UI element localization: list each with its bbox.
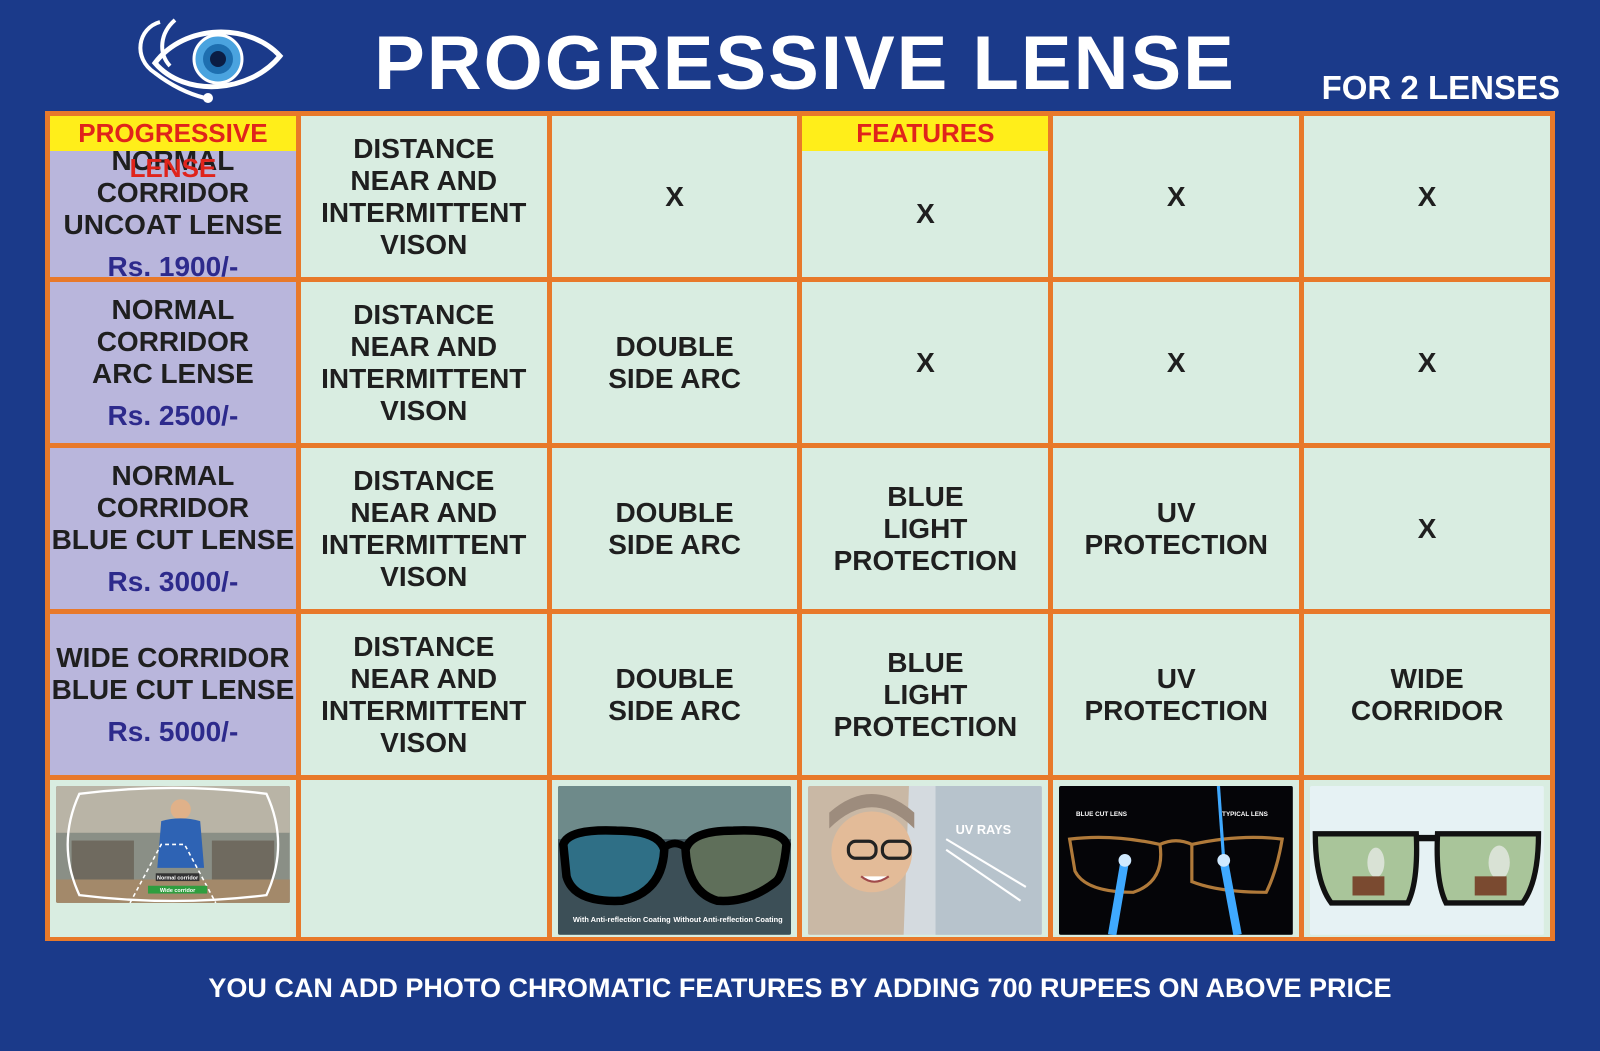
lens-name: NORMAL CORRIDOR BLUE CUT LENSE (51, 459, 295, 555)
lens-comparison-table: PROGRESSIVE LENSE NORMAL CORRIDOR UNCOAT… (45, 111, 1555, 941)
uv-text: UV PROTECTION (1084, 662, 1269, 726)
eye-stethoscope-logo-icon (138, 18, 284, 103)
arc-text: DOUBLE SIDE ARC (608, 330, 741, 394)
lens-price: Rs. 2500/- (107, 399, 239, 431)
wide-corridor-photo-cell (1304, 780, 1550, 937)
uv-rays-woman-photo: UV RAYS (808, 786, 1043, 935)
typical-lens-label: TYPICAL LENS (1222, 811, 1268, 818)
uv-text: UV PROTECTION (1084, 496, 1269, 560)
wide-corridor-glasses-photo (1310, 786, 1544, 935)
arc-cell: DOUBLE SIDE ARC (551, 448, 798, 609)
uv-cell: UV PROTECTION (1053, 614, 1300, 775)
footer-note: YOU CAN ADD PHOTO CHROMATIC FEATURES BY … (208, 973, 1392, 1003)
blue-light-cell: BLUE LIGHT PROTECTION (802, 614, 1049, 775)
corridor-photo-cell: Normal corridor Wide corridor (50, 780, 296, 937)
empty-image-cell (300, 780, 547, 937)
arc-text: X (665, 180, 684, 212)
woman-corridor-photo: Normal corridor Wide corridor (56, 786, 290, 903)
corridor-label-normal: Normal corridor (157, 876, 199, 882)
page-subtitle: FOR 2 LENSES (1321, 69, 1560, 106)
vision-text: DISTANCE NEAR AND INTERMITTENT VISON (321, 298, 527, 426)
uv-text: X (1166, 346, 1186, 378)
blue-light-text: BLUE LIGHT PROTECTION (833, 480, 1018, 576)
vision-text: DISTANCE NEAR AND INTERMITTENT VISON (321, 464, 527, 592)
arc-label-with: With Anti-reflection Coating (573, 915, 671, 924)
arc-text: DOUBLE SIDE ARC (608, 496, 741, 560)
vision-cell: DISTANCE NEAR AND INTERMITTENT VISON (300, 614, 547, 775)
vision-text: DISTANCE NEAR AND INTERMITTENT VISON (321, 132, 527, 260)
features-tag: FEATURES (802, 116, 1049, 151)
blue-cut-label: BLUE CUT LENS (1076, 811, 1127, 818)
corridor-cell: X (1304, 282, 1550, 443)
vision-text: DISTANCE NEAR AND INTERMITTENT VISON (321, 630, 527, 758)
blue-light-text: BLUE LIGHT PROTECTION (833, 646, 1018, 742)
corridor-text: X (1417, 512, 1437, 544)
corridor-label-wide: Wide corridor (160, 888, 196, 894)
lens-name: NORMAL CORRIDOR ARC LENSE (92, 293, 254, 389)
table-row-1-name-cell: PROGRESSIVE LENSE NORMAL CORRIDOR UNCOAT… (50, 116, 296, 277)
vision-cell: DISTANCE NEAR AND INTERMITTENT VISON (300, 282, 547, 443)
lens-name: WIDE CORRIDOR BLUE CUT LENSE (51, 641, 295, 705)
blue-light-text: X (916, 198, 935, 229)
table-row-3-name-cell: NORMAL CORRIDOR BLUE CUT LENSE Rs. 3000/… (50, 448, 296, 609)
uv-photo-cell: UV RAYS (802, 780, 1049, 937)
corridor-cell: X (1304, 448, 1550, 609)
blue-light-text: X (916, 346, 935, 378)
blue-cut-photo-cell: BLUE CUT LENS TYPICAL LENS (1053, 780, 1300, 937)
arc-label-without: Without Anti-reflection Coating (673, 915, 783, 924)
vision-cell: DISTANCE NEAR AND INTERMITTENT VISON (300, 116, 547, 277)
vision-cell: DISTANCE NEAR AND INTERMITTENT VISON (300, 448, 547, 609)
progressive-lense-tag: PROGRESSIVE LENSE (50, 116, 296, 183)
blue-light-cell: X (802, 282, 1049, 443)
corridor-text: WIDE CORRIDOR (1350, 662, 1504, 726)
uv-rays-label: UV RAYS (956, 822, 1012, 837)
arc-cell: DOUBLE SIDE ARC (551, 614, 798, 775)
uv-cell: X (1053, 116, 1300, 277)
lens-price: Rs. 5000/- (107, 715, 239, 747)
page-title: PROGRESSIVE LENSE (374, 21, 1236, 106)
corridor-text: X (1417, 180, 1437, 212)
blue-light-cell: FEATURES X (802, 116, 1049, 277)
blue-light-cell: BLUE LIGHT PROTECTION (802, 448, 1049, 609)
table-row-4-name-cell: WIDE CORRIDOR BLUE CUT LENSE Rs. 5000/- (50, 614, 296, 775)
arc-photo-cell: With Anti-reflection Coating Without Ant… (551, 780, 798, 937)
corridor-text: X (1417, 346, 1437, 378)
arc-cell: DOUBLE SIDE ARC (551, 282, 798, 443)
blue-cut-lens-photo: BLUE CUT LENS TYPICAL LENS (1059, 786, 1294, 935)
corridor-cell: X (1304, 116, 1550, 277)
corridor-cell: WIDE CORRIDOR (1304, 614, 1550, 775)
arc-text: DOUBLE SIDE ARC (608, 662, 741, 726)
uv-cell: X (1053, 282, 1300, 443)
lens-price: Rs. 3000/- (107, 565, 239, 597)
anti-reflection-glasses-photo: With Anti-reflection Coating Without Ant… (557, 786, 792, 935)
uv-text: X (1166, 180, 1186, 212)
lens-name: NORMAL CORRIDOR UNCOAT LENSE (63, 145, 283, 240)
table-row-2-name-cell: NORMAL CORRIDOR ARC LENSE Rs. 2500/- (50, 282, 296, 443)
uv-cell: UV PROTECTION (1053, 448, 1300, 609)
arc-cell: X (551, 116, 798, 277)
lens-price: Rs. 1900/- (107, 251, 239, 277)
